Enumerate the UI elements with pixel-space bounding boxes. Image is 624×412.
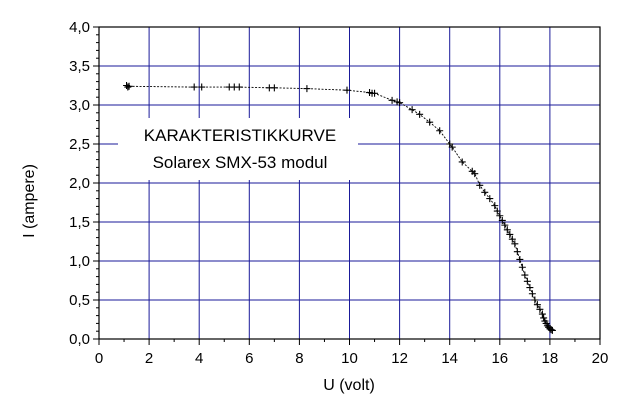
data-point-marker — [516, 255, 524, 263]
data-point-marker — [486, 195, 494, 203]
data-point-marker — [235, 83, 243, 91]
data-point-marker — [396, 99, 404, 107]
data-point-marker — [538, 310, 546, 318]
annotation-line-1: KARAKTERISTIKKURVE — [144, 126, 336, 145]
x-tick-label: 6 — [245, 350, 253, 367]
data-point-marker — [436, 127, 444, 135]
y-tick-label: 0,5 — [69, 292, 90, 309]
data-point-marker — [198, 83, 206, 91]
data-point-marker — [548, 326, 556, 334]
y-tick-label: 3,0 — [69, 97, 90, 114]
x-tick-label: 10 — [341, 350, 358, 367]
x-tick-label: 2 — [145, 350, 153, 367]
x-tick-label: 20 — [592, 350, 609, 367]
x-tick-label: 14 — [441, 350, 458, 367]
x-tick-label: 8 — [295, 350, 303, 367]
data-point-marker — [511, 240, 519, 248]
data-point-marker — [506, 230, 514, 238]
data-point-marker — [533, 301, 541, 309]
x-axis-title: U (volt) — [323, 377, 375, 394]
data-series — [123, 82, 556, 334]
data-point-marker — [540, 314, 548, 322]
data-point-marker — [426, 118, 434, 126]
y-tick-label: 1,0 — [69, 253, 90, 270]
data-point-marker — [523, 277, 531, 285]
y-tick-label: 2,0 — [69, 175, 90, 192]
data-point-marker — [343, 86, 351, 94]
chart-annotation: KARAKTERISTIKKURVE Solarex SMX-53 modul — [118, 118, 358, 180]
data-point-marker — [491, 202, 499, 210]
y-axis-title: I (ampere) — [21, 164, 38, 238]
data-point-marker — [471, 170, 479, 178]
y-tick-label: 2,5 — [69, 136, 90, 153]
axis-ticks — [93, 26, 601, 345]
data-point-marker — [458, 158, 466, 166]
y-tick-label: 1,5 — [69, 214, 90, 231]
data-point-marker — [501, 221, 509, 229]
data-point-marker — [303, 85, 311, 93]
data-point-marker — [416, 110, 424, 118]
annotation-background — [118, 118, 358, 180]
data-point-marker — [481, 188, 489, 196]
series-line — [126, 85, 553, 331]
data-point-marker — [124, 83, 132, 91]
data-point-marker — [371, 89, 379, 97]
data-point-marker — [125, 82, 133, 90]
x-tick-label: 4 — [195, 350, 203, 367]
data-point-marker — [528, 290, 536, 298]
data-point-marker — [493, 207, 501, 215]
data-point-marker — [513, 248, 521, 256]
data-point-marker — [190, 83, 198, 91]
y-tick-label: 3,5 — [69, 58, 90, 75]
data-point-marker — [503, 226, 511, 234]
data-point-marker — [498, 216, 506, 224]
data-point-marker — [448, 143, 456, 151]
data-point-marker — [518, 263, 526, 271]
data-point-marker — [408, 106, 416, 114]
y-tick-label: 0,0 — [69, 331, 90, 348]
data-point-marker — [388, 96, 396, 104]
data-point-marker — [526, 284, 534, 292]
data-point-marker — [547, 326, 555, 334]
data-point-marker — [270, 84, 278, 92]
grid-lines — [98, 26, 601, 340]
x-tick-label: 16 — [491, 350, 508, 367]
x-tick-label: 18 — [542, 350, 559, 367]
x-tick-label: 0 — [95, 350, 103, 367]
data-point-marker — [521, 271, 529, 279]
data-point-marker — [536, 305, 544, 313]
y-tick-label: 4,0 — [69, 19, 90, 36]
data-point-marker — [508, 235, 516, 243]
data-point-marker — [531, 296, 539, 304]
data-point-marker — [496, 212, 504, 220]
x-tick-label: 12 — [391, 350, 408, 367]
annotation-line-2: Solarex SMX-53 modul — [153, 153, 328, 172]
data-point-marker — [476, 181, 484, 189]
tick-labels: 0 2 4 6 8 10 12 14 16 18 20 0,0 0,5 1,0 1,5 2,0 2,5 3,0 3,… — [69, 19, 608, 367]
